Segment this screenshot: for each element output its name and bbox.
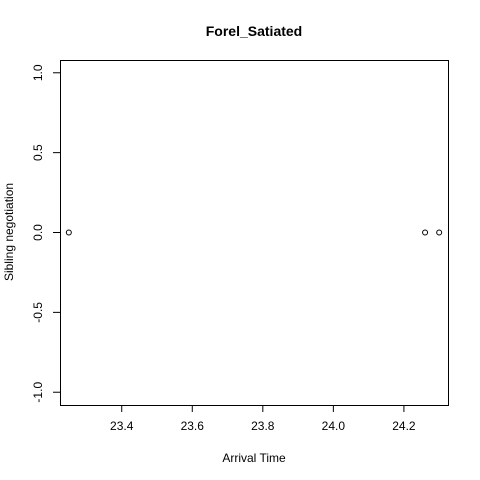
x-tick-label: 23.8 xyxy=(251,419,275,433)
chart-title: Forel_Satiated xyxy=(206,23,302,39)
data-point xyxy=(436,229,443,236)
x-axis-label: Arrival Time xyxy=(222,451,286,465)
data-points xyxy=(65,229,443,236)
y-tick-label: -1.0 xyxy=(31,382,45,403)
y-tick-label: -0.5 xyxy=(31,302,45,323)
y-axis: -1.0 -0.5 0.0 0.5 1.0 xyxy=(31,64,60,403)
plot-frame xyxy=(60,60,449,406)
y-axis-label: Sibling negotiation xyxy=(2,183,16,281)
data-point xyxy=(422,229,429,236)
y-tick-label: 1.0 xyxy=(31,64,45,81)
x-tick-label: 24.2 xyxy=(392,419,416,433)
data-point xyxy=(65,229,72,236)
x-tick-label: 23.6 xyxy=(181,419,205,433)
y-tick-label: 0.5 xyxy=(31,144,45,161)
y-tick-label: 0.0 xyxy=(31,224,45,241)
x-tick-label: 23.4 xyxy=(110,419,134,433)
x-axis: 23.4 23.6 23.8 24.0 24.2 xyxy=(110,405,416,433)
x-tick-label: 24.0 xyxy=(322,419,346,433)
